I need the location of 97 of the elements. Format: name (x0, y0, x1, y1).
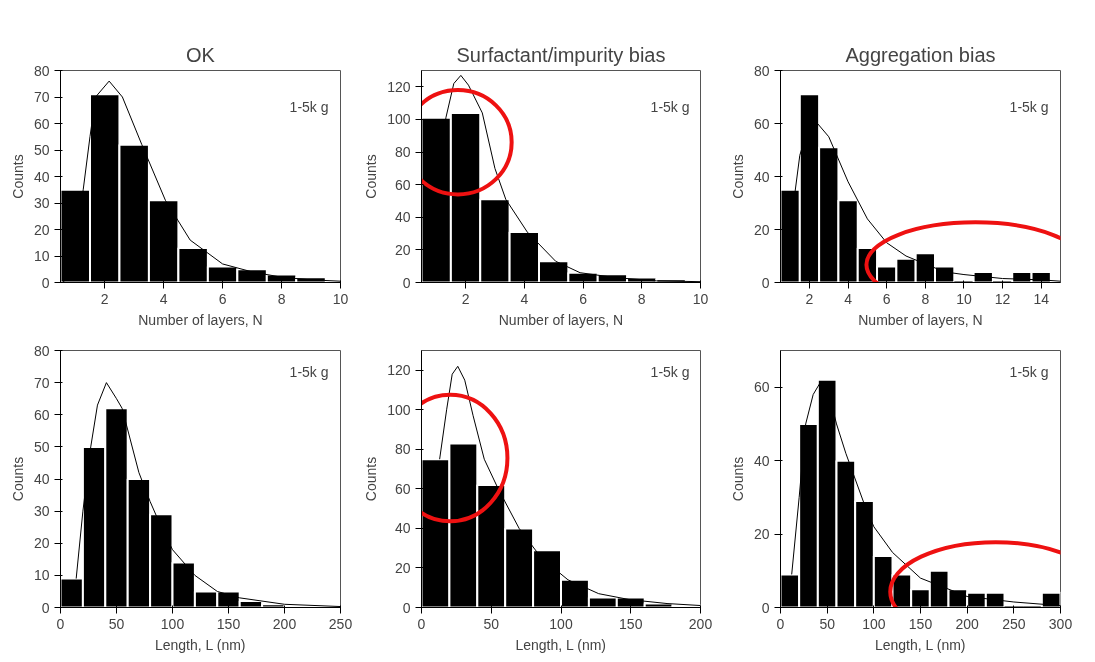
x-tick-label: 8 (637, 290, 646, 307)
y-tick-label: 0 (41, 599, 50, 616)
y-tick-label: 100 (387, 111, 411, 128)
chart-title: Surfactant/impurity bias (456, 43, 666, 66)
y-tick-label: 40 (33, 471, 50, 487)
x-axis-title: Length, L (nm) (874, 636, 966, 653)
annotation: 1-5k g (1009, 98, 1049, 115)
chart-title: OK (186, 43, 216, 66)
y-tick-label: 70 (33, 374, 50, 391)
x-tick-label: 200 (688, 615, 713, 632)
x-tick-label: 150 (216, 615, 241, 632)
y-tick-label: 0 (402, 274, 411, 291)
x-tick-label: 250 (328, 615, 353, 632)
x-tick-label: 8 (921, 290, 930, 307)
y-tick-label: 80 (33, 342, 50, 359)
y-tick-label: 60 (753, 379, 770, 396)
x-tick-label: 150 (619, 615, 643, 632)
x-tick-label: 2 (100, 290, 109, 307)
chart-title: Aggregation bias (845, 43, 996, 66)
x-axis-title: Length, L (nm) (515, 636, 607, 653)
x-tick-label: 200 (272, 615, 297, 632)
y-tick-label: 20 (394, 241, 411, 258)
y-tick-label: 120 (387, 362, 411, 379)
x-tick-label: 4 (844, 290, 853, 307)
x-tick-label: 0 (56, 615, 65, 632)
y-tick-label: 20 (33, 221, 50, 238)
x-tick-label: 50 (108, 615, 125, 632)
y-tick-label: 40 (394, 520, 411, 537)
y-tick-label: 30 (33, 195, 50, 211)
y-axis-title: Counts (9, 154, 26, 199)
y-tick-label: 60 (33, 406, 50, 423)
annotation: 1-5k g (650, 98, 690, 115)
x-tick-label: 100 (549, 615, 573, 632)
annotation: 1-5k g (289, 98, 329, 115)
y-axis-title: Counts (363, 154, 380, 199)
y-tick-label: 0 (761, 274, 770, 291)
x-tick-label: 300 (1048, 615, 1073, 632)
x-tick-label: 150 (908, 615, 933, 632)
x-tick-label: 4 (520, 290, 529, 307)
x-tick-label: 50 (483, 615, 500, 632)
x-tick-label: 100 (862, 615, 886, 632)
x-tick-label: 2 (805, 290, 814, 307)
y-tick-label: 50 (33, 142, 50, 158)
y-tick-label: 60 (394, 480, 411, 497)
y-tick-label: 10 (33, 248, 50, 264)
y-tick-label: 60 (753, 115, 770, 132)
x-tick-label: 2 (461, 290, 470, 307)
y-axis-title: Counts (729, 456, 746, 502)
y-tick-label: 30 (33, 503, 50, 520)
y-tick-label: 60 (33, 115, 50, 132)
y-tick-label: 80 (33, 62, 50, 79)
y-tick-label: 40 (753, 168, 770, 185)
x-tick-label: 10 (692, 290, 709, 307)
y-tick-label: 40 (33, 168, 50, 185)
x-tick-label: 200 (955, 615, 980, 632)
y-axis-title: Counts (363, 456, 380, 502)
x-tick-label: 250 (1002, 615, 1026, 632)
y-tick-label: 0 (402, 599, 411, 616)
annotation: 1-5k g (1009, 363, 1049, 380)
y-tick-label: 20 (753, 526, 770, 543)
x-axis-title: Number of layers, N (858, 311, 983, 328)
y-tick-label: 70 (33, 89, 50, 105)
x-tick-label: 50 (819, 615, 836, 632)
x-tick-label: 14 (1033, 290, 1050, 307)
x-tick-label: 100 (160, 615, 185, 632)
annotation: 1-5k g (650, 363, 690, 380)
y-tick-label: 50 (33, 438, 50, 455)
y-tick-label: 20 (33, 535, 50, 552)
y-axis-title: Counts (9, 456, 26, 502)
y-tick-label: 40 (753, 452, 770, 469)
y-tick-label: 20 (753, 221, 770, 238)
y-tick-label: 60 (394, 176, 411, 193)
x-tick-label: 12 (994, 290, 1011, 307)
y-tick-label: 10 (33, 567, 50, 584)
y-axis-title: Counts (729, 154, 746, 199)
x-tick-label: 0 (417, 615, 426, 632)
x-tick-label: 6 (579, 290, 588, 307)
y-tick-label: 120 (387, 78, 411, 95)
x-tick-label: 0 (776, 615, 785, 632)
x-axis-title: Number of layers, N (498, 311, 624, 328)
x-tick-label: 6 (218, 290, 227, 307)
y-tick-label: 80 (753, 62, 770, 79)
y-tick-label: 40 (394, 209, 411, 226)
y-tick-label: 0 (41, 274, 50, 291)
x-tick-label: 6 (882, 290, 891, 307)
annotation: 1-5k g (289, 363, 329, 380)
x-axis-title: Number of layers, N (138, 311, 263, 328)
x-tick-label: 10 (332, 290, 349, 307)
x-axis-title: Length, L (nm) (154, 636, 246, 653)
x-tick-label: 10 (956, 290, 972, 307)
y-tick-label: 0 (761, 599, 770, 616)
x-tick-label: 8 (277, 290, 286, 307)
y-tick-label: 100 (387, 401, 411, 418)
y-tick-label: 80 (394, 441, 411, 458)
y-tick-label: 80 (394, 144, 411, 161)
x-tick-label: 4 (159, 290, 168, 307)
y-tick-label: 20 (394, 559, 411, 576)
